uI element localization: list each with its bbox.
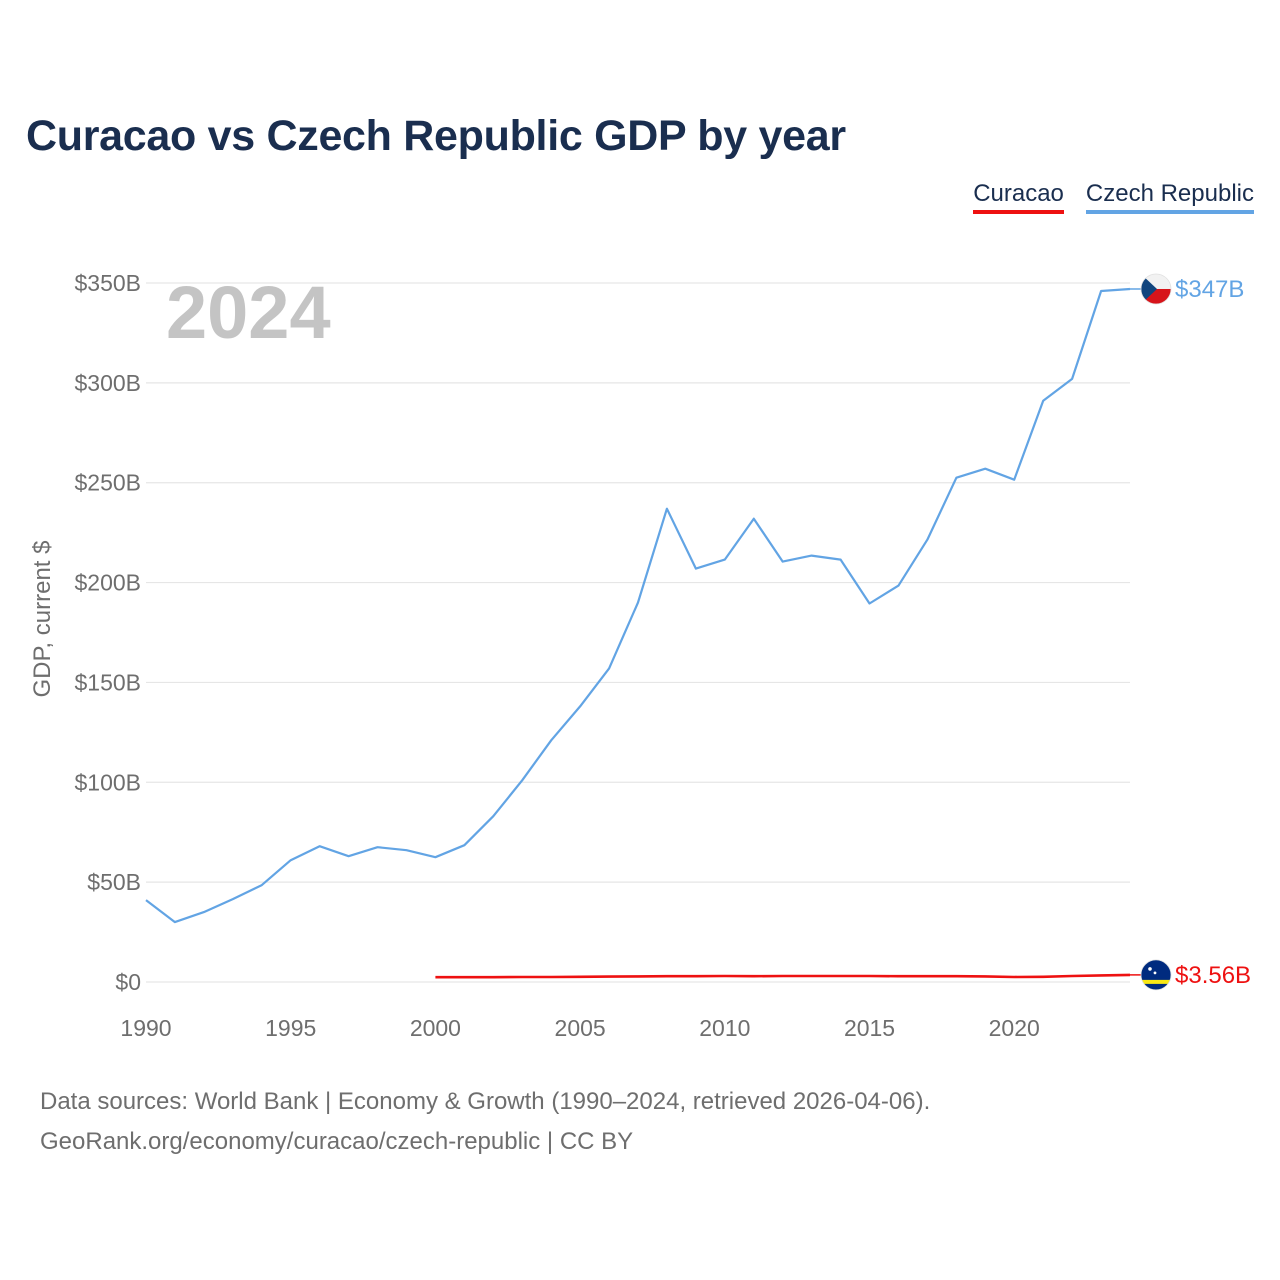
year-watermark: 2024 (166, 271, 331, 354)
x-tick-label: 2020 (989, 1015, 1040, 1041)
legend: Curacao Czech Republic (973, 180, 1254, 214)
chart-title: Curacao vs Czech Republic GDP by year (26, 112, 846, 160)
legend-item-czech-republic[interactable]: Czech Republic (1085, 180, 1254, 214)
y-tick-label: $0 (115, 969, 141, 995)
y-axis-ticks: $0 $50B $100B $150B $200B $250B $300B $350B (74, 270, 141, 995)
end-value-label: $347B (1175, 276, 1244, 303)
end-value-label: $3.56B (1175, 962, 1251, 989)
curacao-flag-icon (1141, 959, 1171, 990)
end-markers: $347B $3.56B (1130, 273, 1251, 991)
x-tick-label: 2000 (410, 1015, 461, 1041)
czech-republic-flag-icon (1141, 273, 1171, 304)
grid-lines (146, 282, 1130, 983)
series-line-czech-republic (145, 287, 1131, 924)
y-tick-label: $150B (74, 669, 141, 695)
x-tick-label: 1990 (120, 1015, 171, 1041)
y-tick-label: $350B (74, 270, 141, 296)
x-axis-ticks: 1990 1995 2000 2005 2010 2015 2020 (120, 1015, 1039, 1041)
y-tick-label: $250B (74, 470, 141, 496)
y-tick-label: $300B (74, 370, 141, 396)
x-tick-label: 2015 (844, 1015, 895, 1041)
x-tick-label: 2005 (555, 1015, 606, 1041)
series-group (145, 287, 1131, 979)
footer-sources: Data sources: World Bank | Economy & Gro… (40, 1088, 931, 1115)
footer: Data sources: World Bank | Economy & Gro… (40, 1082, 930, 1162)
y-tick-label: $200B (74, 570, 141, 596)
y-tick-label: $100B (74, 769, 141, 795)
y-tick-label: $50B (87, 869, 141, 895)
x-tick-label: 1995 (265, 1015, 316, 1041)
series-line-curacao (435, 973, 1131, 979)
footer-link[interactable]: GeoRank.org/economy/curacao/czech-republ… (40, 1128, 634, 1155)
y-axis-label: GDP, current $ (29, 541, 56, 698)
legend-item-curacao[interactable]: Curacao (973, 180, 1064, 214)
x-tick-label: 2010 (699, 1015, 750, 1041)
